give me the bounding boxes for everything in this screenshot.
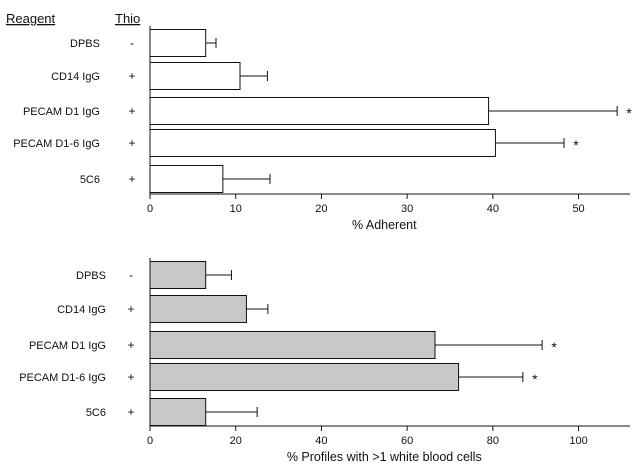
category-label: PECAM D1 IgG (23, 106, 100, 118)
bar (149, 331, 436, 359)
thio-sign: - (130, 36, 134, 50)
significance-marker: * (573, 137, 579, 153)
thio-sign: + (128, 172, 135, 186)
thio-sign: + (127, 338, 134, 352)
x-tick-label: 0 (147, 435, 153, 447)
thio-header: Thio (115, 11, 140, 26)
thio-sign: - (129, 268, 133, 282)
bar (149, 129, 496, 157)
category-label: 5C6 (80, 174, 100, 186)
x-tick-label: 50 (572, 203, 584, 215)
profiles-chart: 0 20 40 60 80 100 % Profiles with >1 white blo… (19, 258, 630, 464)
reagent-header: Reagent (6, 11, 56, 26)
bar (149, 29, 207, 57)
category-label: DPBS (76, 270, 106, 282)
x-tick-label: 10 (230, 203, 242, 215)
category-label: PECAM D1-6 IgG (13, 138, 100, 150)
significance-marker: * (551, 339, 557, 355)
category-label: PECAM D1-6 IgG (19, 372, 106, 384)
bar (149, 165, 224, 193)
x-tick-label: 100 (569, 435, 587, 447)
thio-sign: + (127, 302, 134, 316)
thio-sign: + (128, 136, 135, 150)
x-tick-label: 30 (401, 203, 413, 215)
bar (149, 295, 247, 323)
thio-sign: + (127, 370, 134, 384)
bar (149, 62, 241, 90)
x-tick-label: 0 (147, 203, 153, 215)
bar (149, 97, 490, 125)
category-label: 5C6 (86, 407, 106, 419)
category-label: CD14 IgG (57, 304, 106, 316)
bar (149, 363, 460, 391)
bar (149, 261, 207, 289)
significance-marker: * (626, 105, 632, 121)
x-tick-label: 40 (487, 203, 499, 215)
bar (149, 398, 207, 426)
category-label: PECAM D1 IgG (29, 340, 106, 352)
category-label: DPBS (70, 38, 100, 50)
significance-marker: * (532, 371, 538, 387)
thio-sign: + (127, 405, 134, 419)
x-tick-label: 40 (315, 435, 327, 447)
x-tick-label: 80 (487, 435, 499, 447)
thio-sign: + (128, 104, 135, 118)
x-tick-label: 60 (401, 435, 413, 447)
thio-sign: + (128, 69, 135, 83)
x-axis-label: % Adherent (352, 218, 417, 232)
x-tick-label: 20 (315, 203, 327, 215)
x-axis-label: % Profiles with >1 white blood cells (287, 450, 482, 464)
category-label: CD14 IgG (51, 71, 100, 83)
adherent-chart: 0 10 20 30 40 50 % Adherent DPBS - CD14 IgG + PECAM… (13, 26, 632, 232)
x-tick-label: 20 (230, 435, 242, 447)
